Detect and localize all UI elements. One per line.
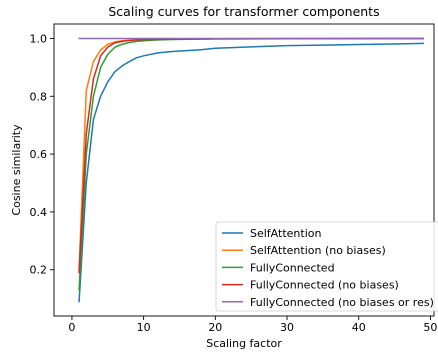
y-tick-label: 0.4 [30, 206, 48, 219]
legend: SelfAttention SelfAttention (no biases) Fu… [215, 221, 438, 312]
x-tick-label: 40 [352, 321, 366, 334]
series-line-1 [78, 42, 425, 303]
legend-label: FullyConnected (no biases or res) [250, 296, 434, 309]
series-layer [78, 37, 425, 303]
y-tick-label: 0.8 [30, 90, 48, 103]
y-tick-label: 0.2 [30, 264, 48, 277]
x-tick-label: 50 [423, 321, 437, 334]
y-tick-label: 1.0 [30, 32, 48, 45]
x-tick-label: 30 [280, 321, 294, 334]
chart-title: Scaling curves for transformer component… [108, 4, 379, 19]
x-tick-label: 0 [68, 321, 75, 334]
y-axis-label: Cosine similarity [10, 124, 23, 216]
axis-ticks: 0 10 20 30 40 50 0.2 0.4 0.6 0.8 1.0 [30, 32, 438, 334]
legend-label: SelfAttention (no biases) [250, 244, 386, 257]
y-tick-label: 0.6 [30, 148, 48, 161]
legend-box [215, 221, 438, 312]
legend-label: SelfAttention [250, 227, 321, 240]
plot-frame [53, 23, 435, 317]
x-axis-label: Scaling factor [206, 337, 282, 350]
legend-entries: SelfAttention SelfAttention (no biases) Fu… [222, 227, 434, 309]
x-tick-label: 20 [208, 321, 222, 334]
legend-label: FullyConnected [250, 261, 335, 274]
legend-label: FullyConnected (no biases) [250, 279, 399, 292]
x-tick-label: 10 [137, 321, 151, 334]
